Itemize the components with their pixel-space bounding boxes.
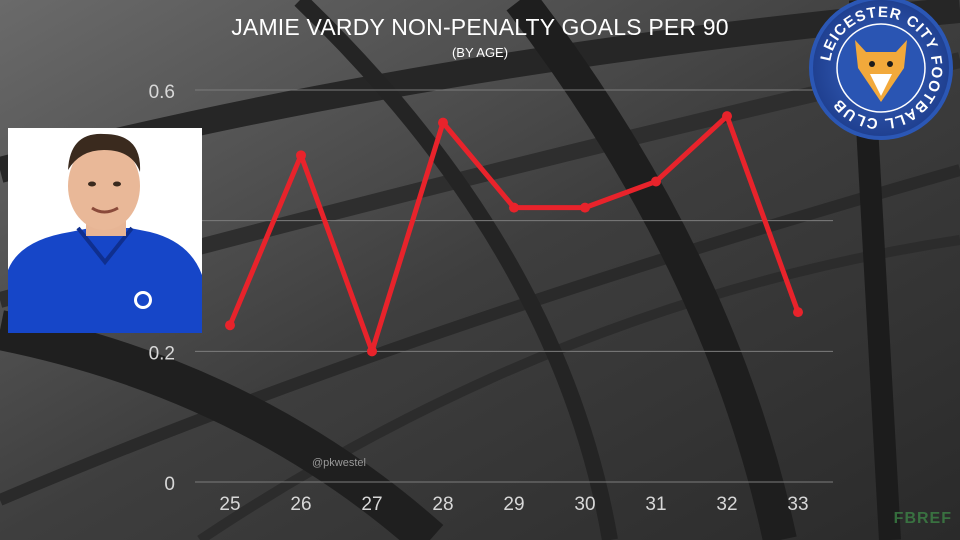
chart-title: JAMIE VARDY NON-PENALTY GOALS PER 90 (231, 14, 729, 40)
watermark-handle: @pkwestel (312, 457, 366, 469)
data-point (651, 176, 661, 187)
player-portrait-icon (8, 128, 202, 333)
x-tick-label: 30 (574, 494, 595, 515)
y-tick-label: 0 (164, 474, 175, 495)
x-tick-label: 29 (503, 494, 524, 515)
data-point (580, 202, 590, 213)
club-badge: LEICESTER CITY FOOTBALL CLUB (809, 0, 953, 140)
grid-lines (195, 89, 833, 483)
fox-crest-icon (855, 40, 907, 102)
data-point (509, 202, 519, 213)
fbref-logo: FBREF (893, 510, 952, 527)
x-tick-label: 31 (645, 494, 666, 515)
data-point (793, 307, 803, 318)
x-tick-label: 26 (290, 494, 311, 515)
data-point (225, 320, 235, 331)
x-tick-label: 25 (219, 494, 240, 515)
x-tick-label: 27 (361, 494, 382, 515)
x-tick-label: 28 (432, 494, 453, 515)
series-lines (225, 111, 803, 357)
y-tick-label: 0.6 (149, 82, 175, 103)
data-point (722, 111, 732, 122)
y-tick-label: 0.2 (149, 343, 175, 364)
x-axis-ticks: 25 26 27 28 29 30 31 32 33 (219, 494, 808, 515)
x-tick-label: 32 (716, 494, 737, 515)
x-tick-label: 33 (787, 494, 808, 515)
data-point (296, 150, 306, 161)
data-point (367, 346, 377, 357)
chart-subtitle: (BY AGE) (451, 45, 509, 60)
data-point (438, 117, 448, 128)
